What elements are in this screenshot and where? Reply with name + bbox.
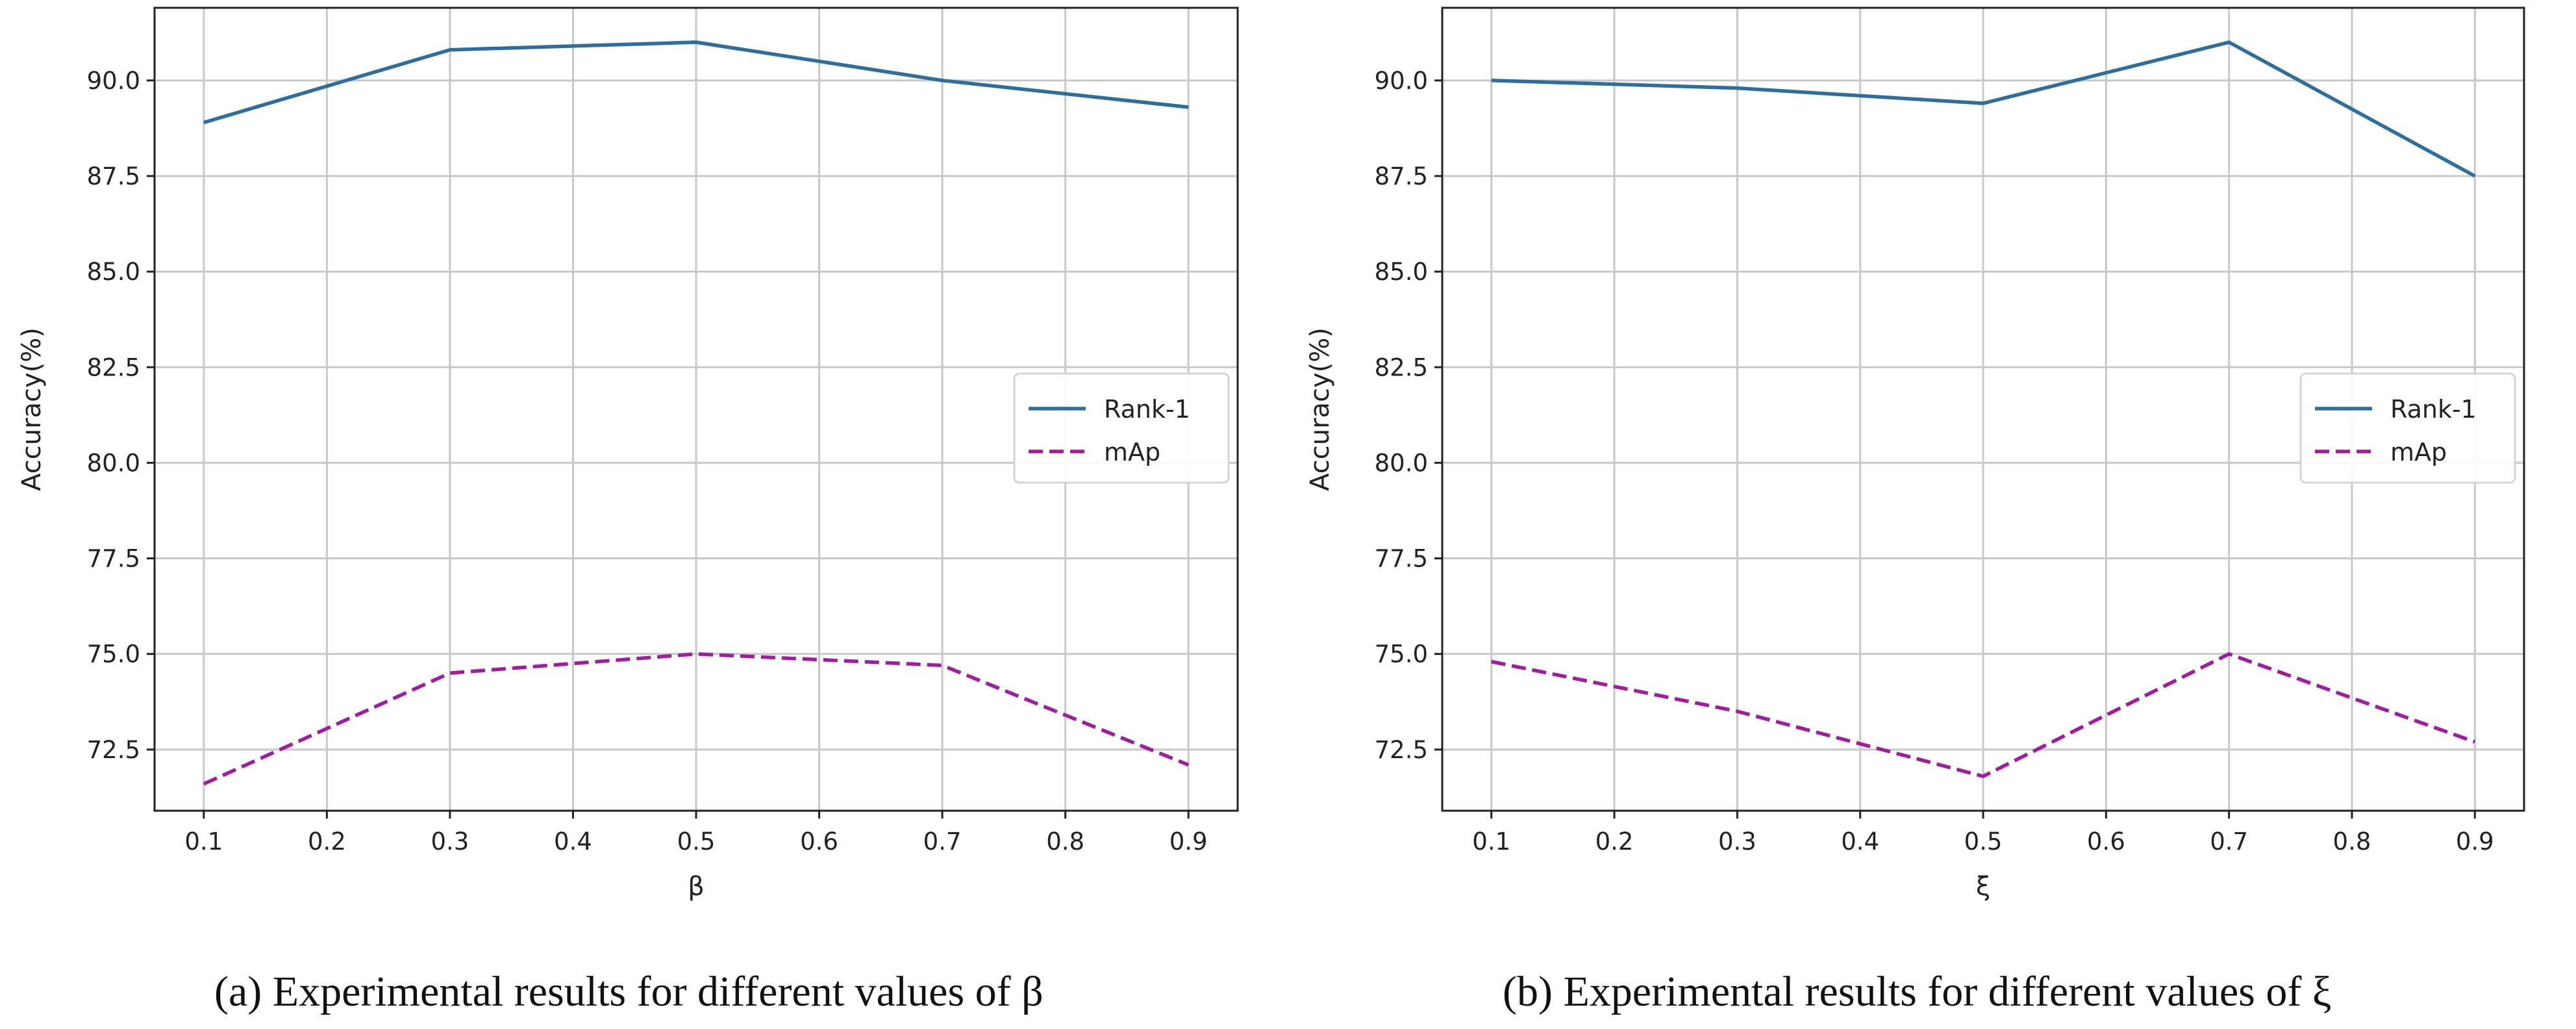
x-axis-label: β: [688, 872, 705, 902]
y-tick-label: 72.5: [87, 736, 140, 764]
x-tick-label: 0.9: [2456, 828, 2494, 856]
x-tick-label: 0.4: [1841, 828, 1879, 856]
x-tick-label: 0.8: [2333, 828, 2371, 856]
x-tick-label: 0.3: [431, 828, 469, 856]
y-tick-label: 85.0: [1375, 258, 1428, 286]
series-line-map: [203, 652, 1190, 786]
series-line-map: [1491, 652, 2476, 778]
y-tick-label: 85.0: [87, 258, 140, 286]
x-tick-label: 0.4: [554, 828, 592, 856]
x-tick-label: 0.2: [308, 828, 346, 856]
legend-label-rank-1: Rank-1: [1104, 395, 1190, 424]
y-tick-label: 80.0: [1375, 449, 1428, 477]
series-line-rank-1: [203, 40, 1189, 125]
x-tick-label: 0.6: [800, 828, 838, 856]
legend-box: [1013, 372, 1230, 484]
figure-caption: (b) Experimental results for different v…: [1503, 968, 2331, 1015]
chart-b: 0.1 0.2 0.3 0.4 0.5 0.6 0.7 0.8 0.9 72.5 75.0 77.5 8…: [1288, 0, 2576, 1029]
y-tick-label: 75.0: [87, 641, 140, 668]
y-tick-label: 90.0: [1375, 67, 1428, 95]
chart-a: 0.1 0.2 0.3 0.4 0.5 0.6 0.7 0.8 0.9 72.5 75.0 77.5 8…: [17, 6, 1239, 1015]
y-tick-label: 87.5: [1375, 162, 1428, 190]
y-tick-label: 75.0: [1375, 641, 1428, 668]
y-tick-label: 90.0: [87, 67, 140, 95]
y-tick-label: 80.0: [87, 449, 140, 477]
x-tick-label: 0.1: [1472, 828, 1510, 856]
x-tick-label: 0.2: [1595, 828, 1634, 856]
legend-label-map: mAp: [2390, 438, 2447, 466]
y-tick-label: 77.5: [87, 545, 140, 573]
plot-frame: [153, 6, 1239, 812]
legend-box: [2299, 372, 2516, 484]
y-tick-label: 77.5: [1375, 545, 1428, 573]
x-tick-label: 0.7: [923, 828, 962, 856]
x-tick-label: 0.9: [1169, 828, 1208, 856]
y-tick-label: 82.5: [87, 353, 140, 381]
legend-label-rank-1: Rank-1: [2390, 395, 2477, 424]
figure-caption: (a) Experimental results for different v…: [214, 968, 1044, 1015]
y-axis-label: Accuracy(%): [17, 327, 47, 491]
x-tick-label: 0.8: [1046, 828, 1084, 856]
y-axis-label: Accuracy(%): [1305, 327, 1335, 491]
y-tick-label: 82.5: [1375, 353, 1428, 381]
chart-svg: 0.1 0.2 0.3 0.4 0.5 0.6 0.7 0.8 0.9 72.5 75.0 77.5 8…: [17, 6, 1239, 1015]
x-tick-label: 0.6: [2087, 828, 2125, 856]
x-tick-label: 0.3: [1718, 828, 1757, 856]
x-tick-label: 0.5: [677, 828, 716, 856]
x-tick-label: 0.1: [184, 828, 223, 856]
plot-frame: [1441, 6, 2525, 812]
y-tick-label: 87.5: [87, 162, 140, 190]
series-line-rank-1: [1491, 40, 2476, 178]
x-tick-label: 0.5: [1964, 828, 2003, 856]
x-tick-label: 0.7: [2210, 828, 2248, 856]
y-tick-label: 72.5: [1375, 736, 1428, 764]
x-axis-label: ξ: [1976, 872, 1990, 902]
legend-label-map: mAp: [1104, 438, 1160, 466]
chart-svg: 0.1 0.2 0.3 0.4 0.5 0.6 0.7 0.8 0.9 72.5 75.0 77.5 8…: [1305, 6, 2525, 1015]
